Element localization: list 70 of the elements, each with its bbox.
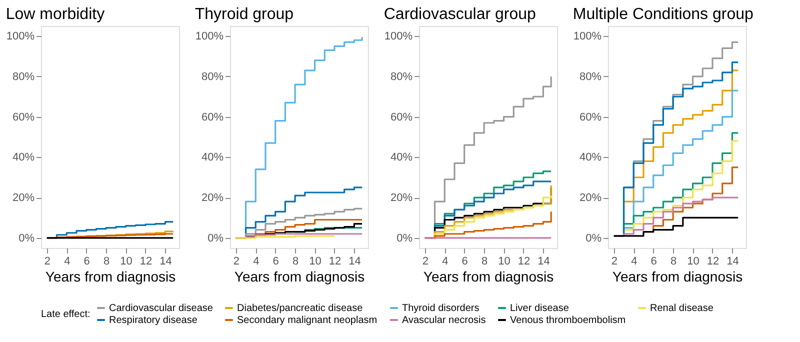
legend-label: Cardiovascular disease: [109, 303, 214, 314]
x-tick-label: 14: [538, 256, 550, 268]
y-tick-label: 80%: [12, 70, 35, 83]
y-tick-label: 60%: [12, 111, 35, 124]
legend-label: Diabetes/pancreatic disease: [237, 303, 364, 314]
x-tick-label: 2: [44, 256, 50, 268]
x-axis-title: Years from diagnosis: [45, 268, 176, 284]
y-tick-label: 40%: [201, 152, 224, 164]
x-tick-label: 8: [103, 256, 110, 268]
x-tick-label: 4: [253, 256, 260, 268]
legend-label: Liver disease: [510, 303, 570, 314]
legend-label: Renal disease: [650, 303, 714, 314]
x-axis-title: Years from diagnosis: [612, 268, 743, 284]
chart-title: Low morbidity: [6, 6, 105, 23]
legend-title: Late effect:: [41, 309, 90, 320]
x-tick-label: 14: [348, 256, 361, 268]
y-tick-label: 0%: [586, 232, 602, 244]
y-tick-label: 0%: [18, 232, 35, 244]
y-tick-label: 40%: [579, 152, 602, 164]
x-tick-label: 14: [726, 256, 739, 268]
x-axis-title: Years from diagnosis: [234, 268, 365, 284]
y-tick-label: 80%: [579, 70, 602, 83]
x-tick-label: 4: [631, 256, 638, 268]
legend-label: Secondary malignant neoplasm: [237, 315, 378, 326]
x-tick-label: 14: [160, 256, 172, 268]
y-tick-label: 60%: [390, 111, 413, 124]
x-tick-label: 10: [309, 256, 322, 268]
x-tick-label: 8: [292, 256, 299, 268]
x-tick-label: 2: [611, 256, 618, 268]
x-tick-label: 4: [442, 256, 448, 268]
y-tick-label: 20%: [12, 192, 35, 204]
legend-label: Thyroid disorders: [402, 303, 480, 314]
x-tick-label: 2: [233, 256, 240, 268]
y-tick-label: 60%: [201, 111, 224, 124]
y-tick-label: 60%: [579, 111, 602, 124]
x-tick-label: 12: [518, 256, 530, 268]
x-tick-label: 4: [64, 256, 70, 268]
x-tick-label: 8: [481, 256, 488, 268]
y-tick-label: 0%: [208, 232, 224, 244]
y-tick-label: 40%: [12, 152, 35, 164]
y-tick-label: 80%: [390, 70, 413, 83]
chart-title: Cardiovascular group: [384, 6, 536, 23]
x-tick-label: 2: [422, 256, 428, 268]
y-tick-label: 20%: [390, 192, 413, 204]
x-tick-label: 12: [706, 256, 720, 268]
y-tick-label: 80%: [201, 70, 224, 83]
y-tick-label: 100%: [195, 30, 224, 43]
x-tick-label: 6: [650, 256, 657, 268]
legend-label: Venous thromboembolism: [510, 315, 626, 326]
chart-title: Multiple Conditions group: [572, 6, 754, 23]
legend-label: Avascular necrosis: [402, 315, 486, 326]
y-tick-label: 0%: [396, 232, 413, 244]
x-tick-label: 6: [272, 256, 279, 268]
y-tick-label: 40%: [390, 152, 413, 164]
chart-title: Thyroid group: [194, 6, 294, 23]
x-tick-label: 10: [687, 256, 700, 268]
legend-label: Respiratory disease: [109, 315, 198, 326]
x-tick-label: 10: [498, 256, 510, 268]
y-tick-label: 100%: [573, 30, 602, 43]
x-tick-label: 6: [462, 256, 468, 268]
x-axis-title: Years from diagnosis: [423, 268, 554, 284]
x-tick-label: 6: [84, 256, 90, 268]
y-tick-label: 100%: [384, 30, 413, 43]
y-tick-label: 20%: [579, 192, 602, 204]
y-tick-label: 20%: [201, 192, 224, 204]
x-tick-label: 12: [140, 256, 152, 268]
x-tick-label: 12: [328, 256, 342, 268]
x-tick-label: 10: [120, 256, 132, 268]
x-tick-label: 8: [670, 256, 677, 268]
y-tick-label: 100%: [6, 30, 35, 43]
